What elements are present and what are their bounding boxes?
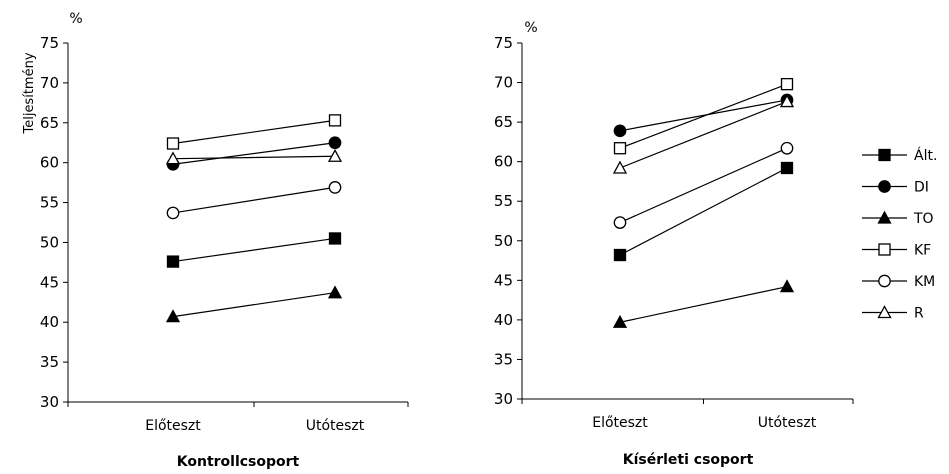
control-series-di: [166, 136, 342, 171]
control-series-line-di: [172, 142, 336, 165]
experimental-y-tick-label: 55: [494, 192, 513, 210]
control-chart-title: Kontrollcsoport: [177, 454, 300, 470]
experimental-series-kf: [613, 77, 794, 155]
control-data-point-to-1: [165, 309, 181, 323]
experimental-y-tick-label: 50: [494, 232, 513, 250]
experimental-series-di: [613, 93, 794, 138]
control-data-point-km-1: [166, 206, 180, 220]
control-y-tick-label: 60: [40, 154, 59, 172]
legend-item-alt: Ált.: [862, 147, 937, 164]
experimental-data-point-kf-2: [780, 77, 794, 91]
legend-item-to: TO: [862, 210, 934, 227]
legend-item-km: KM: [862, 274, 935, 290]
legend-marker: [878, 274, 891, 288]
experimental-series-alt: [613, 161, 794, 262]
control-data-point-kf-2: [328, 114, 342, 127]
control-data-point-di-2: [328, 136, 342, 150]
control-series-r: [165, 148, 343, 165]
experimental-y-tick-label: 60: [494, 153, 513, 171]
control-series-line-to: [172, 292, 336, 318]
control-series-line-alt: [172, 237, 336, 263]
control-data-point-r-2: [327, 148, 343, 162]
legend-label: DI: [914, 180, 929, 196]
legend-marker: [878, 148, 891, 162]
legend-item-di: DI: [862, 180, 929, 196]
control-y-tick-label: 75: [40, 34, 59, 52]
control-y-axis-title: Teljesítmény: [22, 52, 37, 134]
control-data-point-alt-2: [328, 232, 342, 245]
control-unit-label: %: [69, 11, 82, 27]
chart-panel-experimental: 30 35 40 45 50 55 60 65 70 75 Előteszt Utóteszt% Kís…: [494, 20, 854, 468]
experimental-series-line-to: [619, 286, 788, 323]
control-data-point-to-2: [327, 285, 343, 299]
control-y-tick-label: 65: [40, 114, 59, 132]
experimental-series-line-r: [619, 100, 788, 169]
experimental-series-km: [613, 141, 794, 229]
control-y-tick-label: 45: [40, 273, 59, 291]
legend-marker: [877, 305, 892, 319]
control-data-point-km-2: [328, 181, 342, 194]
experimental-series-to: [612, 279, 795, 328]
legend-label: Ált.: [914, 147, 937, 164]
experimental-data-point-di-1: [613, 124, 627, 138]
control-y-tick-label: 35: [40, 353, 59, 371]
control-x-tick-label: Utóteszt: [306, 418, 365, 434]
control-y-tick-label: 70: [40, 74, 59, 92]
legend-label: TO: [913, 211, 934, 227]
experimental-series-line-km: [619, 147, 788, 224]
control-series-line-km: [172, 186, 336, 214]
control-y-tick-label: 50: [40, 233, 59, 251]
control-series-line-kf: [172, 119, 336, 145]
legend-item-kf: KF: [862, 243, 931, 259]
control-y-tick-label: 40: [40, 313, 59, 331]
control-y-tick-label: 55: [40, 194, 59, 212]
experimental-chart-title: Kísérleti csoport: [623, 452, 754, 468]
control-series-line-r: [172, 155, 336, 160]
experimental-y-tick-label: 30: [494, 390, 513, 408]
chart-panel-control: 30 35 40 45 50 55 60 65 70 75 Előteszt Utóteszt% Tel…: [22, 11, 409, 470]
control-data-point-r-1: [165, 151, 181, 165]
legend-marker: [877, 210, 892, 224]
experimental-data-point-km-1: [613, 216, 627, 229]
experimental-y-tick-label: 70: [494, 74, 513, 92]
legend-label: KM: [914, 274, 935, 290]
control-y-tick-label: 30: [40, 393, 59, 411]
control-data-point-alt-1: [166, 255, 180, 268]
control-data-point-kf-1: [166, 137, 180, 150]
control-series-kf: [166, 114, 342, 150]
experimental-unit-label: %: [524, 20, 537, 36]
experimental-series-line-alt: [619, 167, 788, 256]
experimental-data-point-alt-2: [780, 161, 794, 175]
legend-item-r: R: [862, 305, 924, 322]
experimental-series-line-di: [619, 99, 788, 132]
legend-label: KF: [914, 243, 931, 259]
experimental-series-r: [612, 94, 795, 174]
experimental-y-tick-label: 35: [494, 350, 513, 368]
experimental-data-point-kf-1: [613, 142, 627, 155]
experimental-data-point-r-1: [612, 160, 628, 174]
experimental-data-point-to-1: [612, 314, 628, 328]
legend-marker: [878, 180, 891, 193]
experimental-data-point-alt-1: [613, 248, 627, 262]
control-x-tick-label: Előteszt: [145, 418, 201, 434]
experimental-series-line-kf: [619, 83, 788, 149]
control-series-alt: [166, 232, 342, 268]
legend-label: R: [914, 306, 924, 322]
experimental-data-point-to-2: [779, 279, 795, 293]
experimental-data-point-r-2: [779, 94, 795, 108]
control-series-to: [165, 285, 343, 323]
experimental-y-tick-label: 65: [494, 113, 513, 131]
experimental-y-tick-label: 40: [494, 311, 513, 329]
experimental-y-tick-label: 45: [494, 271, 513, 289]
experimental-y-tick-label: 75: [494, 34, 513, 52]
control-series-km: [166, 181, 342, 220]
chart-legend: Ált. DI TO KF KM R: [862, 147, 937, 322]
experimental-x-tick-label: Utóteszt: [758, 415, 817, 431]
experimental-x-tick-label: Előteszt: [592, 415, 648, 431]
experimental-data-point-km-2: [780, 141, 794, 155]
legend-marker: [878, 243, 891, 256]
